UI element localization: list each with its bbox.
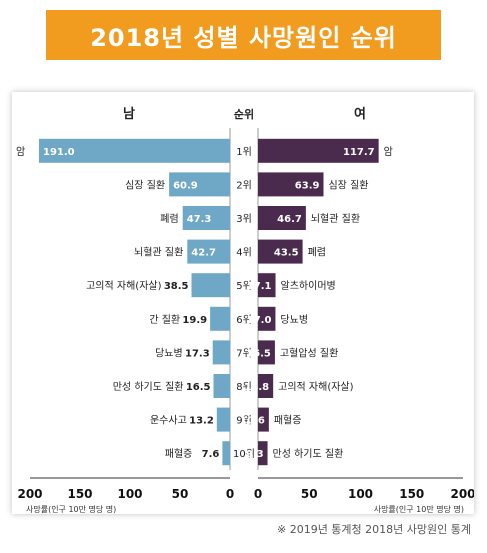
male-category-label: 만성 하기도 질환 — [113, 380, 184, 393]
diverging-bar-chart: 남 순위 여 191.0 암 1위 117.7 암 60.9 심장 질환 2위 63.9 심장 질환 47… — [16, 106, 474, 514]
female-category-label: 당뇨병 — [280, 314, 308, 326]
male-tick-label: 0 — [226, 487, 234, 501]
male-value-label: 19.9 — [182, 315, 207, 326]
male-header: 남 — [123, 106, 135, 122]
female-category-label: 알츠하이머병 — [281, 279, 336, 292]
male-bar — [222, 441, 230, 466]
female-bar — [258, 306, 276, 331]
male-category-label: 간 질환 — [149, 314, 180, 326]
male-tick-label: 200 — [17, 487, 42, 501]
male-bar — [191, 273, 230, 298]
page-title: 2018년 성별 사망원인 순위 — [46, 10, 441, 60]
female-bar — [258, 407, 269, 432]
female-tick-label: 50 — [301, 487, 318, 501]
source-note: ※ 2019년 통계청 2018년 사망원인 통계 — [276, 523, 471, 536]
male-category-label: 패혈증 — [165, 447, 193, 460]
male-category-label: 폐렴 — [160, 212, 178, 225]
male-category-label: 심장 질환 — [125, 179, 165, 191]
female-axis-label: 사망률(인구 10만 명당 명) — [374, 504, 464, 514]
rank-label: 4위 — [236, 246, 252, 259]
male-tick-label: 100 — [117, 487, 142, 501]
male-value-label: 191.0 — [43, 147, 75, 158]
male-value-label: 13.2 — [189, 416, 214, 427]
female-header: 여 — [354, 106, 366, 122]
female-category-label: 암 — [384, 146, 393, 158]
female-bar — [258, 239, 303, 264]
male-bar — [169, 172, 230, 197]
chart-panel: 남 순위 여 191.0 암 1위 117.7 암 60.9 심장 질환 2위 63.9 심장 질환 47… — [12, 92, 474, 514]
male-bar — [216, 407, 230, 432]
rank-label: 6위 — [236, 313, 252, 326]
male-category-label: 당뇨병 — [155, 347, 183, 359]
male-bar — [187, 239, 230, 264]
female-tick-label: 100 — [348, 487, 373, 501]
female-category-label: 폐렴 — [308, 246, 326, 259]
male-bar — [182, 206, 230, 230]
female-bar — [258, 138, 379, 163]
female-bar — [258, 441, 268, 466]
male-bar — [213, 374, 230, 398]
female-value-label: 17.1 — [247, 281, 272, 292]
female-category-label: 고혈압성 질환 — [280, 346, 338, 359]
male-category-label: 고의적 자해(자살) — [86, 279, 161, 292]
male-value-label: 38.5 — [164, 281, 189, 292]
female-category-label: 패혈증 — [274, 414, 302, 427]
female-value-label: 16.5 — [246, 348, 271, 359]
female-value-label: 14.8 — [244, 382, 269, 393]
female-value-label: 43.5 — [274, 248, 299, 259]
male-category-label: 운수사고 — [150, 415, 187, 427]
male-value-label: 47.3 — [187, 214, 212, 225]
rank-label: 3위 — [236, 212, 252, 225]
female-bar — [258, 206, 306, 230]
female-bar — [258, 374, 274, 398]
rank-label: 10위 — [233, 447, 255, 460]
male-category-label: 뇌혈관 질환 — [134, 246, 183, 259]
female-value-label: 17.0 — [247, 315, 272, 326]
male-value-label: 42.7 — [191, 248, 216, 259]
female-bar — [258, 340, 275, 365]
female-category-label: 심장 질환 — [328, 179, 368, 191]
male-value-label: 7.6 — [202, 449, 220, 460]
male-value-label: 16.5 — [186, 382, 211, 393]
male-tick-label: 50 — [172, 487, 189, 501]
male-bar — [210, 306, 230, 331]
female-category-label: 만성 하기도 질환 — [273, 447, 344, 460]
female-value-label: 117.7 — [343, 147, 375, 158]
female-tick-label: 0 — [254, 487, 262, 501]
female-value-label: 63.9 — [295, 180, 320, 191]
female-value-label: 10.6 — [240, 416, 265, 427]
female-bar — [258, 273, 276, 298]
rank-label: 2위 — [236, 178, 252, 191]
female-category-label: 고의적 자해(자살) — [278, 380, 353, 393]
female-tick-label: 150 — [399, 487, 424, 501]
rank-label: 9위 — [236, 414, 252, 427]
male-value-label: 60.9 — [173, 180, 198, 191]
rank-label: 7위 — [236, 346, 252, 359]
male-value-label: 17.3 — [185, 348, 210, 359]
female-tick-label: 200 — [450, 487, 474, 501]
female-bar — [258, 172, 324, 197]
female-category-label: 뇌혈관 질환 — [311, 212, 360, 225]
female-value-label: 9.3 — [246, 449, 264, 460]
male-bar — [212, 340, 230, 365]
rank-label: 5위 — [236, 279, 252, 292]
rank-header: 순위 — [234, 108, 254, 121]
male-axis-label: 사망률(인구 10만 명당 명) — [26, 504, 116, 514]
rank-label: 1위 — [236, 145, 252, 158]
male-category-label: 암 — [16, 146, 25, 158]
female-value-label: 46.7 — [277, 214, 302, 225]
male-tick-label: 150 — [67, 487, 92, 501]
male-bar — [39, 138, 230, 163]
rank-label: 8위 — [236, 380, 252, 393]
